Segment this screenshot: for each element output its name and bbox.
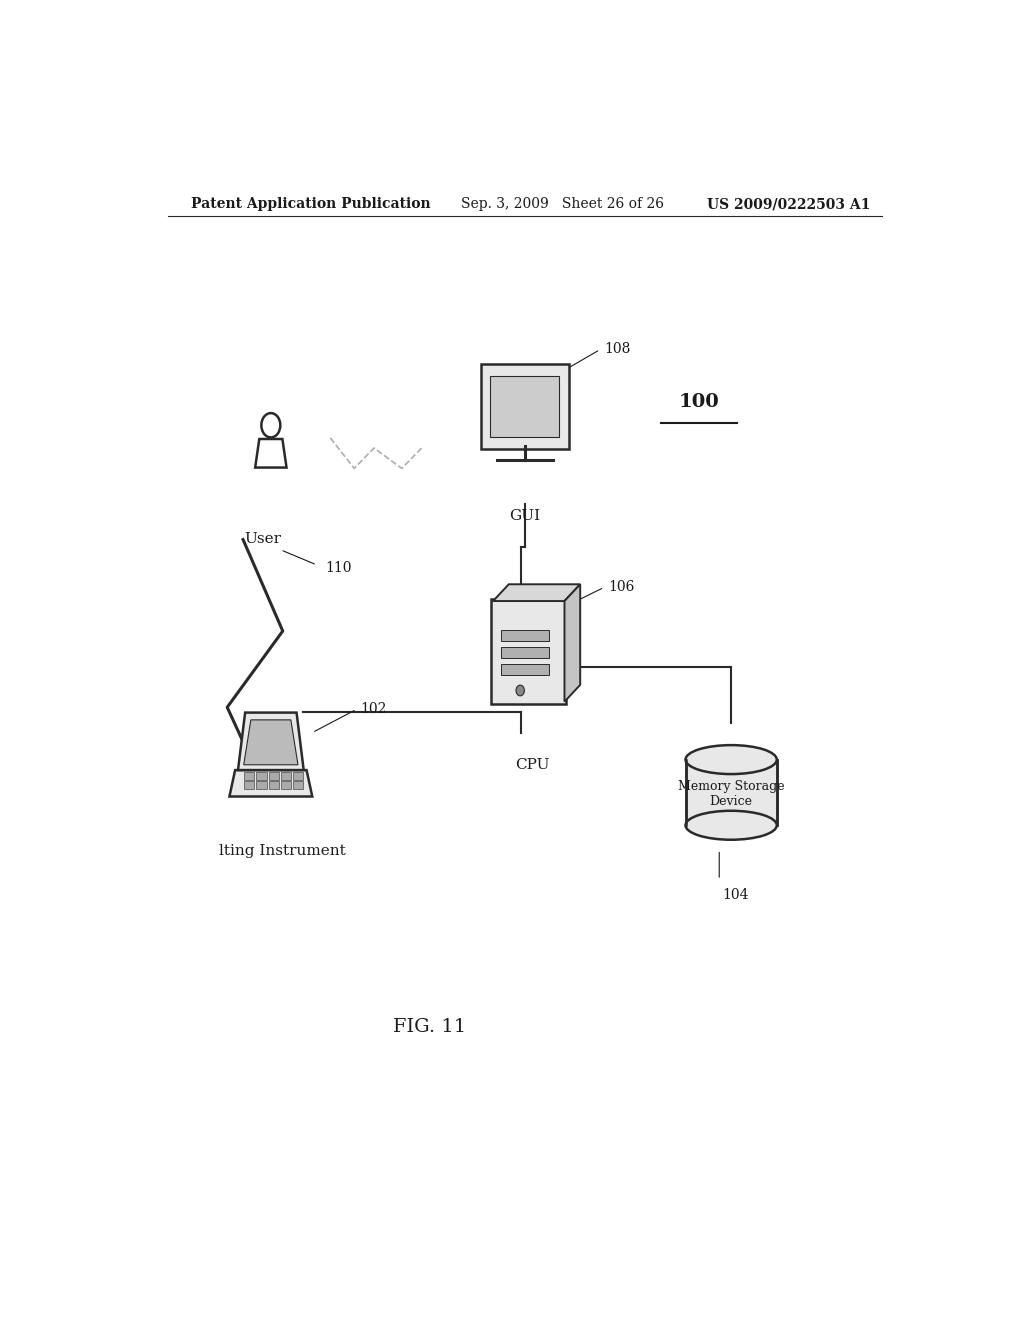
FancyBboxPatch shape [492, 599, 566, 704]
Polygon shape [229, 770, 312, 796]
Text: 110: 110 [325, 561, 351, 576]
FancyBboxPatch shape [281, 781, 291, 789]
Circle shape [516, 685, 524, 696]
FancyBboxPatch shape [281, 772, 291, 780]
Polygon shape [564, 585, 581, 702]
FancyBboxPatch shape [293, 772, 303, 780]
Text: Patent Application Publication: Patent Application Publication [191, 197, 431, 211]
Text: 108: 108 [604, 342, 631, 356]
FancyBboxPatch shape [245, 772, 255, 780]
Text: 104: 104 [722, 888, 749, 902]
Text: CPU: CPU [515, 758, 550, 772]
Text: GUI: GUI [509, 510, 541, 523]
Circle shape [261, 413, 281, 437]
Text: 102: 102 [360, 702, 387, 717]
Text: FIG. 11: FIG. 11 [393, 1019, 466, 1036]
FancyBboxPatch shape [501, 647, 549, 657]
Polygon shape [685, 759, 777, 825]
FancyBboxPatch shape [501, 664, 549, 675]
FancyBboxPatch shape [245, 781, 255, 789]
Text: 100: 100 [679, 393, 720, 412]
Text: 106: 106 [608, 581, 635, 594]
Text: US 2009/0222503 A1: US 2009/0222503 A1 [708, 197, 870, 211]
Polygon shape [238, 713, 304, 770]
FancyBboxPatch shape [268, 781, 279, 789]
Text: Memory Storage
Device: Memory Storage Device [678, 780, 784, 808]
FancyBboxPatch shape [293, 781, 303, 789]
Polygon shape [255, 440, 287, 467]
Polygon shape [244, 719, 298, 764]
FancyBboxPatch shape [256, 781, 266, 789]
Text: User: User [245, 532, 282, 546]
Text: Sep. 3, 2009   Sheet 26 of 26: Sep. 3, 2009 Sheet 26 of 26 [461, 197, 665, 211]
Ellipse shape [685, 810, 777, 840]
Ellipse shape [685, 744, 777, 774]
FancyBboxPatch shape [256, 772, 266, 780]
FancyBboxPatch shape [268, 772, 279, 780]
FancyBboxPatch shape [501, 630, 549, 642]
Text: lting Instrument: lting Instrument [219, 845, 346, 858]
Polygon shape [494, 585, 581, 601]
FancyBboxPatch shape [490, 376, 559, 437]
FancyBboxPatch shape [480, 364, 569, 449]
